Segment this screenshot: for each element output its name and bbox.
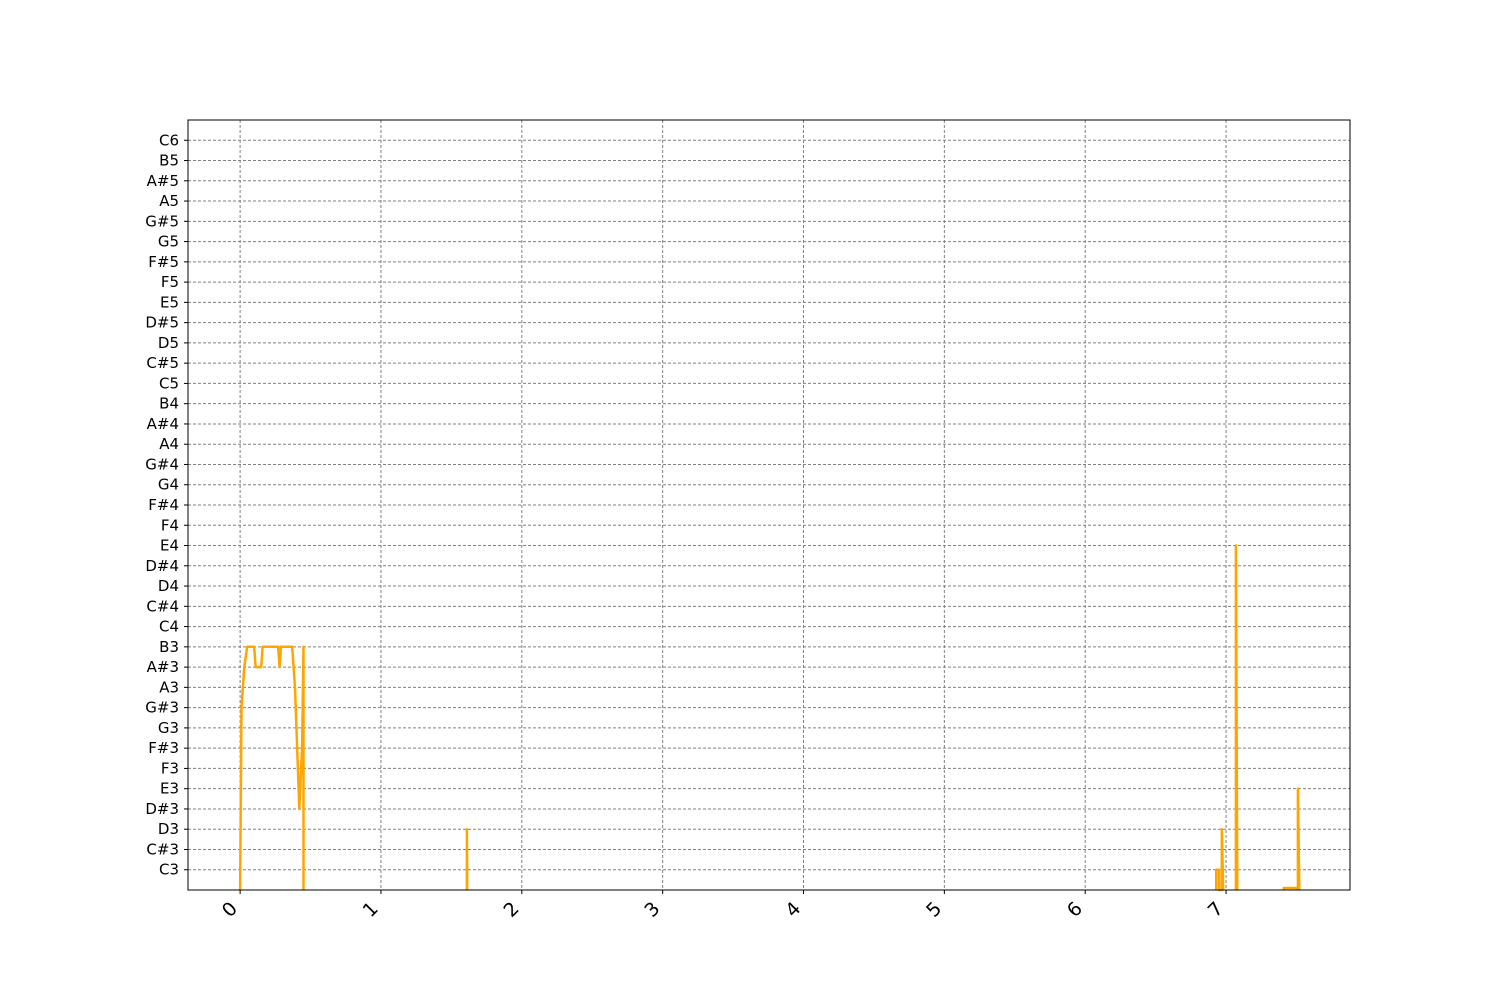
y-axis: C3 C#3 D3 D#3 E3 F3 F#3 G3 G#3 A3 A#3 B3 C4 C#4 D4 D#4 E… xyxy=(145,131,188,879)
y-tick-label: A5 xyxy=(159,192,179,210)
y-tick-label: E3 xyxy=(160,780,179,798)
y-tick-label: A#5 xyxy=(147,172,179,190)
y-tick-label: C5 xyxy=(159,374,179,392)
y-tick-label: G#4 xyxy=(145,455,179,473)
y-tick-label: G4 xyxy=(158,476,179,494)
y-tick-label: C3 xyxy=(159,861,179,879)
series-line xyxy=(1234,544,1239,891)
series-line xyxy=(1282,886,1298,890)
y-tick-label: F#4 xyxy=(148,496,179,514)
y-tick-label: C4 xyxy=(159,618,179,636)
y-tick-label: A#3 xyxy=(147,658,179,676)
y-tick-label: G#3 xyxy=(145,699,179,717)
y-tick-label: D3 xyxy=(158,820,179,838)
y-tick-label: D#4 xyxy=(145,557,179,575)
y-tick-label: F3 xyxy=(161,759,179,777)
y-tick-label: C#5 xyxy=(146,354,179,372)
y-tick-label: G5 xyxy=(158,233,179,251)
y-tick-label: C6 xyxy=(159,131,179,149)
y-tick-label: E5 xyxy=(160,293,179,311)
series-line xyxy=(238,645,305,891)
y-tick-label: G3 xyxy=(158,719,179,737)
grid xyxy=(188,120,1350,890)
y-tick-label: A4 xyxy=(159,435,179,453)
y-tick-label: E4 xyxy=(160,537,179,555)
y-tick-label: F#5 xyxy=(148,253,179,271)
y-tick-label: B5 xyxy=(159,152,179,170)
y-tick-label: D#5 xyxy=(145,314,179,332)
y-tick-label: A#4 xyxy=(147,415,179,433)
y-tick-label: B4 xyxy=(159,395,179,413)
y-tick-label: D#3 xyxy=(145,800,179,818)
series-line xyxy=(1296,787,1301,891)
y-tick-label: G#5 xyxy=(145,212,179,230)
y-tick-label: C#4 xyxy=(146,597,179,615)
y-tick-label: F#3 xyxy=(148,739,179,757)
y-tick-label: F5 xyxy=(161,273,179,291)
y-tick-label: F4 xyxy=(161,516,179,534)
y-tick-label: D5 xyxy=(158,334,179,352)
y-tick-label: A3 xyxy=(159,678,179,696)
y-tick-label: C#3 xyxy=(146,840,179,858)
y-tick-label: B3 xyxy=(159,638,179,656)
y-tick-label: D4 xyxy=(158,577,179,595)
